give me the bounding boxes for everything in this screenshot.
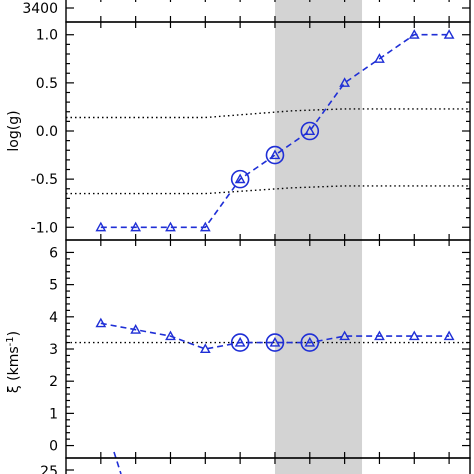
highlighted-point-circle	[265, 145, 285, 165]
data-point-marker	[165, 330, 176, 341]
y-tick-label: 2	[49, 374, 58, 390]
panel-frame-3	[65, 457, 471, 474]
data-point-marker	[408, 29, 420, 39]
shaded-region	[274, 0, 363, 474]
data-point-marker	[234, 336, 246, 347]
data-point-marker	[374, 53, 385, 63]
data-point-marker	[130, 324, 142, 334]
y-tick-label: 1.0	[36, 28, 58, 44]
y-tick-label: 4	[49, 310, 58, 326]
panel-frame-0	[65, 0, 471, 23]
shaded-region-layer	[274, 0, 363, 474]
y-tick-label: 6	[49, 245, 58, 261]
data-point-marker	[443, 330, 455, 341]
y-tick-label: 0.0	[36, 124, 58, 140]
panel-frame-2	[65, 239, 471, 459]
y-tick-label: 3	[49, 342, 58, 358]
data-point-marker	[339, 330, 351, 341]
bottom-panel-tick-label: 25	[40, 464, 58, 474]
xi-axis-title-main: ξ (kms	[6, 346, 22, 393]
reference-line	[66, 108, 470, 119]
panel-frame-1	[65, 21, 471, 241]
text-layer: 3400 25 log(g) ξ (kms-1) -1.0-0.50.00.51…	[5, 1, 58, 474]
y-tick-label: 0.5	[36, 76, 58, 92]
highlighted-point-circle	[265, 333, 285, 352]
series-layer	[95, 29, 455, 474]
data-point-marker	[339, 77, 351, 87]
highlighted-point-circle	[230, 169, 250, 189]
data-point-marker	[95, 317, 107, 328]
y-tick-label: -0.5	[31, 172, 58, 188]
xi-axis-title-close: )	[6, 331, 22, 336]
data-point-marker	[199, 221, 211, 232]
reference-line-layer	[66, 108, 470, 344]
data-point-marker	[269, 336, 281, 347]
data-point-marker	[234, 173, 246, 184]
top-panel-tick-label: 3400	[22, 1, 58, 17]
data-point-marker	[199, 343, 211, 354]
axes-layer	[65, 0, 471, 474]
series-line	[100, 33, 450, 229]
y-tick-label: 1	[49, 406, 58, 422]
highlighted-point-circle	[300, 333, 320, 352]
series-line	[100, 322, 450, 350]
y-tick-label: -1.0	[31, 220, 58, 236]
y-tick-label: 0	[49, 439, 58, 455]
highlighted-point-circle	[230, 333, 250, 352]
data-point-marker	[304, 336, 316, 347]
data-point-marker	[130, 221, 142, 232]
bottom-panel-series-line	[113, 451, 122, 474]
data-point-marker	[374, 330, 385, 341]
data-point-marker	[269, 149, 281, 160]
highlighted-point-circle	[300, 121, 320, 141]
data-point-marker	[443, 29, 455, 39]
data-point-marker	[165, 221, 176, 232]
data-point-marker	[408, 330, 420, 341]
reference-line	[66, 185, 470, 195]
xi-axis-title-superscript: -1	[5, 336, 16, 346]
logg-axis-title: log(g)	[6, 110, 22, 151]
xi-axis-title: ξ (kms-1)	[5, 331, 22, 393]
data-point-marker	[304, 125, 316, 136]
data-point-marker	[95, 221, 107, 232]
y-tick-label: 5	[49, 278, 58, 294]
